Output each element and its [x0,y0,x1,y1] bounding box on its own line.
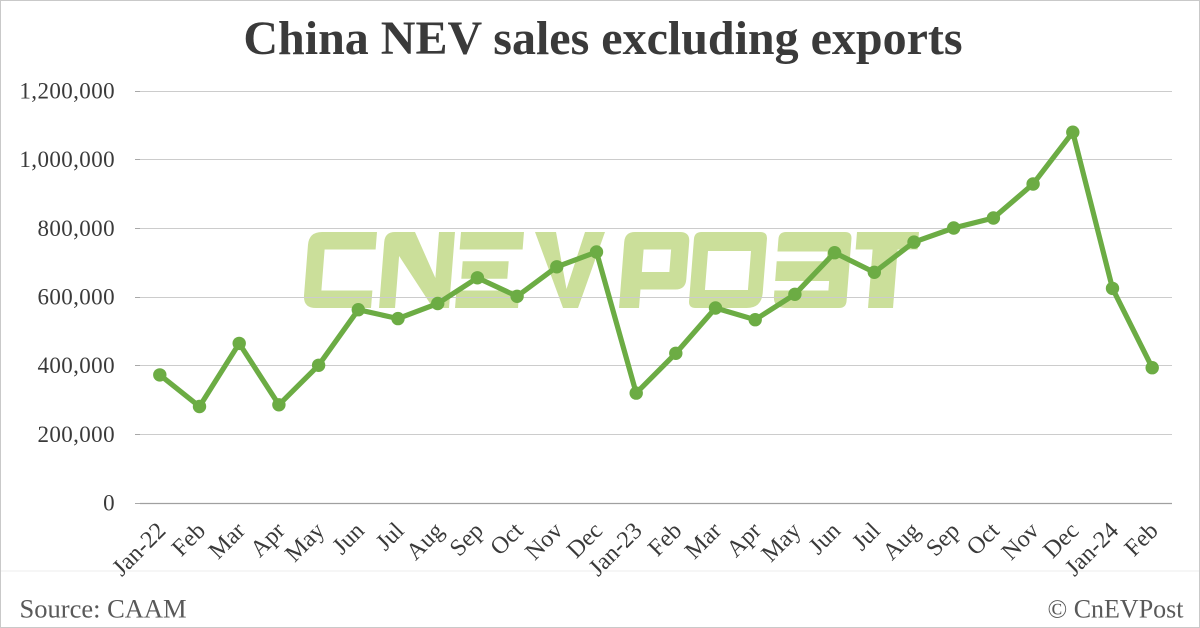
svg-text:800,000: 800,000 [37,216,115,241]
svg-text:© CnEVPost: © CnEVPost [1047,595,1184,624]
svg-text:Source: CAAM: Source: CAAM [20,594,187,624]
svg-text:600,000: 600,000 [37,285,115,310]
svg-text:0: 0 [103,491,115,516]
svg-text:200,000: 200,000 [37,422,115,447]
svg-text:400,000: 400,000 [37,353,115,378]
svg-text:China NEV sales excluding expo: China NEV sales excluding exports [243,12,962,65]
svg-text:1,000,000: 1,000,000 [19,147,115,172]
svg-text:1,200,000: 1,200,000 [19,79,115,104]
